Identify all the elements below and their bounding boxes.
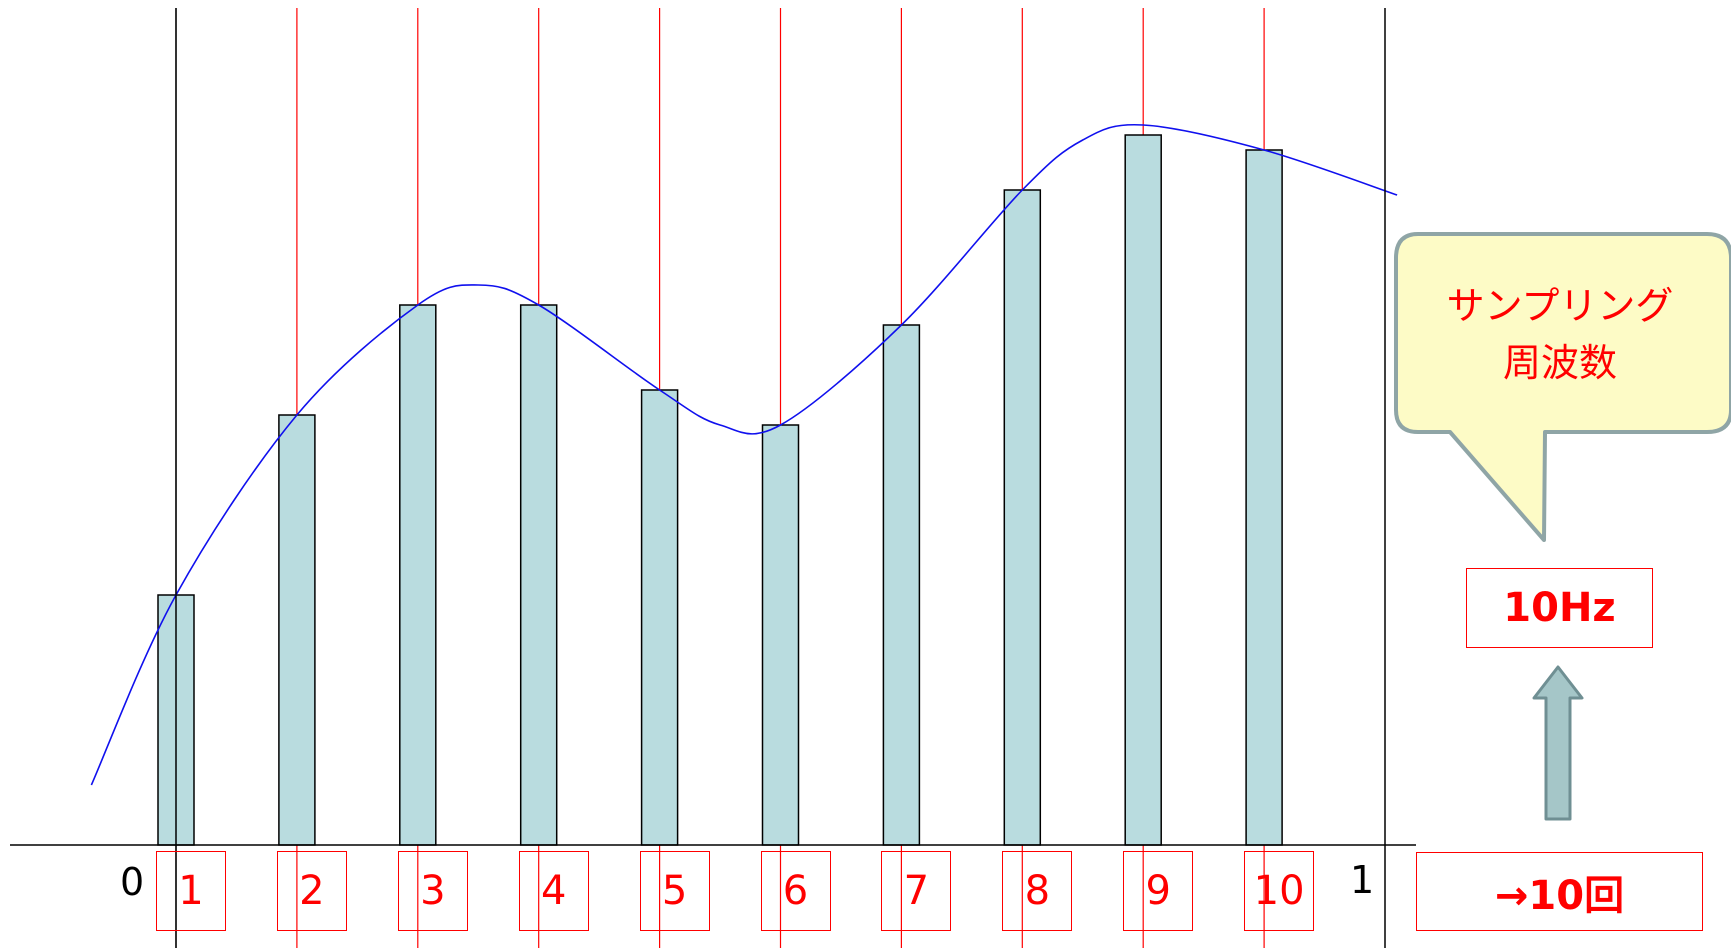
- sample-bar: [761, 424, 800, 846]
- sample-bar: [882, 324, 921, 846]
- sample-number-box: 4: [518, 851, 589, 931]
- sample-number-box: 7: [881, 851, 952, 931]
- callout-line-2: 周波数: [1502, 341, 1617, 385]
- sample-number-box: 6: [760, 851, 831, 931]
- callout-text: サンプリング 周波数: [1400, 278, 1720, 392]
- sample-number-box: 8: [1002, 851, 1073, 931]
- sample-number-box: 5: [639, 851, 710, 931]
- signal-curve: [90, 123, 1398, 786]
- callout-line-1: サンプリング: [1446, 284, 1674, 328]
- sample-bar: [640, 389, 679, 846]
- sample-bar: [519, 304, 558, 846]
- sample-number-box: 10: [1244, 851, 1315, 931]
- up-arrow-icon: [1532, 665, 1584, 821]
- sample-number-box: 1: [156, 851, 226, 931]
- sample-bar: [278, 414, 316, 846]
- x-tick-end: 1: [1350, 858, 1375, 902]
- frequency-box: 10Hz: [1466, 568, 1653, 648]
- sample-number-box: 2: [276, 851, 347, 931]
- sample-bar: [1124, 134, 1162, 846]
- sample-bar: [1245, 149, 1283, 846]
- sample-number-box: 9: [1123, 851, 1194, 931]
- sample-number-box: 3: [397, 851, 468, 931]
- sample-bar: [399, 304, 437, 846]
- callout-bubble: [1394, 232, 1731, 542]
- sample-count-box: →10回: [1416, 852, 1703, 931]
- x-tick-start: 0: [120, 860, 145, 904]
- sample-bar: [1003, 189, 1042, 846]
